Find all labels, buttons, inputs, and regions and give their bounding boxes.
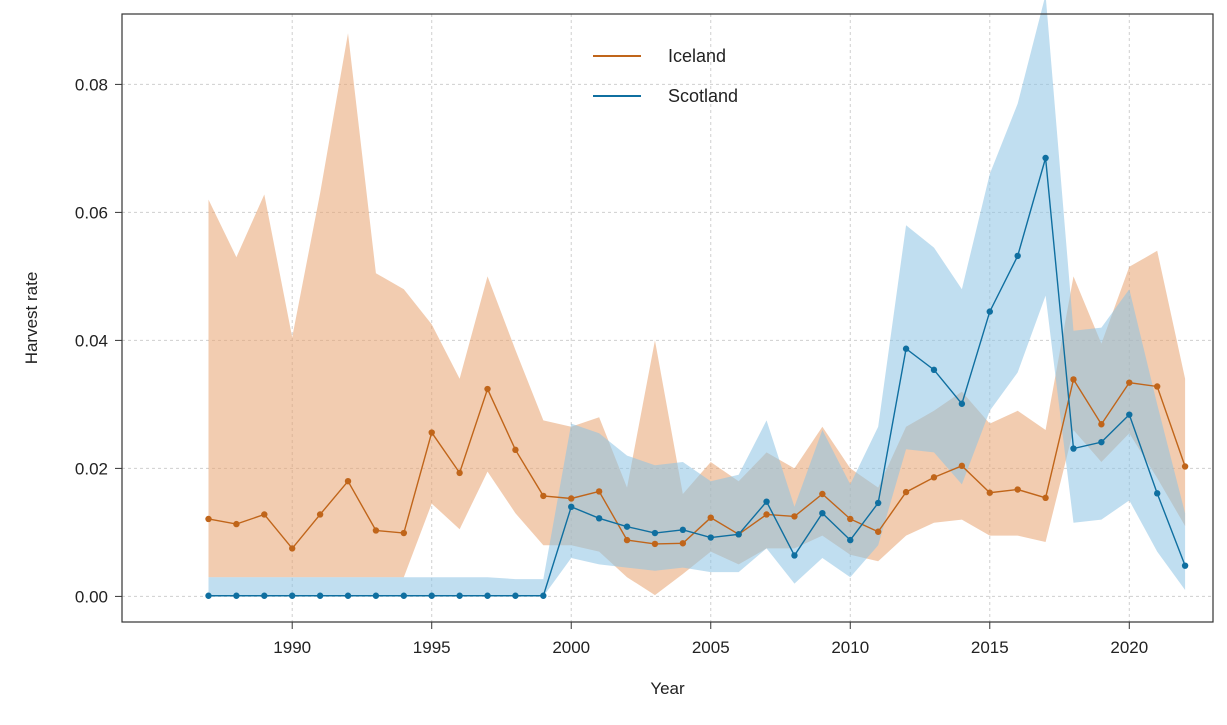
point-scotland [1153,490,1161,497]
point-iceland [289,545,296,552]
y-axis: 0.00 0.02 0.04 0.06 0.08 [75,75,122,606]
point-scotland [874,499,882,507]
point-scotland [1181,562,1189,569]
point-scotland [763,498,770,505]
band-scotland [208,0,1186,597]
line-iceland [208,377,1186,550]
point-scotland [400,592,408,599]
point-iceland [456,469,463,477]
point-iceland [1153,383,1161,390]
point-scotland [428,592,435,599]
point-iceland [1098,421,1105,428]
y-tick-label: 0.08 [75,75,108,94]
point-scotland [512,592,519,599]
point-iceland [847,515,854,523]
point-scotland [986,308,993,315]
series-lines [208,157,1186,597]
point-iceland [1181,463,1189,470]
point-scotland [623,523,631,530]
point-iceland [400,529,408,537]
legend: Iceland Scotland [593,46,738,106]
point-scotland [847,536,854,544]
x-tick-label: 1990 [273,638,311,657]
y-tick-label: 0.06 [75,203,108,222]
x-axis: 1990 1995 2000 2005 2010 2015 2020 [273,621,1148,657]
y-tick-label: 0.04 [75,331,108,350]
point-scotland [679,526,687,534]
point-scotland [568,503,575,510]
point-scotland [372,592,380,599]
point-scotland [1126,411,1133,418]
point-iceland [344,478,352,485]
x-tick-label: 2020 [1110,638,1148,657]
point-scotland [1014,252,1021,260]
x-tick-label: 2005 [692,638,730,657]
point-scotland [735,531,742,538]
x-tick-label: 2015 [971,638,1009,657]
point-iceland [595,488,603,495]
point-scotland [344,592,352,599]
point-scotland [456,592,463,599]
point-iceland [1042,494,1049,502]
point-scotland [540,592,547,599]
y-tick-label: 0.02 [75,459,108,478]
series-points [205,154,1189,599]
x-tick-label: 1995 [413,638,451,657]
y-axis-title: Harvest rate [22,272,41,365]
point-scotland [1070,445,1077,452]
point-iceland [819,490,826,498]
point-iceland [1126,379,1133,386]
point-scotland [651,529,659,537]
point-scotland [233,592,240,599]
x-axis-title: Year [650,679,685,698]
legend-label-iceland: Iceland [668,46,726,66]
point-iceland [651,540,659,548]
point-scotland [261,592,268,599]
point-iceland [1014,486,1021,493]
point-iceland [428,429,435,436]
point-scotland [595,515,603,522]
point-iceland [902,488,910,496]
point-scotland [316,592,324,599]
point-iceland [986,489,993,496]
point-scotland [930,366,938,374]
point-iceland [791,513,798,520]
point-iceland [484,385,491,393]
point-scotland [902,345,910,352]
point-scotland [1098,438,1105,446]
point-scotland [819,510,826,517]
point-scotland [289,592,296,599]
x-tick-label: 2010 [831,638,869,657]
point-iceland [930,474,938,481]
point-iceland [568,495,575,502]
point-iceland [372,527,380,534]
point-scotland [484,592,491,599]
point-iceland [261,511,268,518]
point-iceland [623,536,631,544]
point-iceland [316,511,324,518]
line-scotland [208,157,1186,597]
point-scotland [791,552,798,559]
point-scotland [1042,154,1049,162]
x-tick-label: 2000 [552,638,590,657]
point-iceland [540,492,547,500]
point-iceland [679,540,687,547]
point-scotland [707,534,714,541]
point-scotland [205,592,212,599]
point-scotland [958,400,966,407]
point-iceland [1070,376,1077,383]
y-tick-label: 0.00 [75,587,108,606]
point-iceland [874,528,882,535]
point-iceland [958,462,966,470]
point-iceland [233,520,240,528]
legend-label-scotland: Scotland [668,86,738,106]
point-iceland [763,511,770,518]
point-iceland [205,515,212,523]
confidence-bands [208,0,1186,597]
point-iceland [512,446,519,454]
point-iceland [707,514,714,521]
